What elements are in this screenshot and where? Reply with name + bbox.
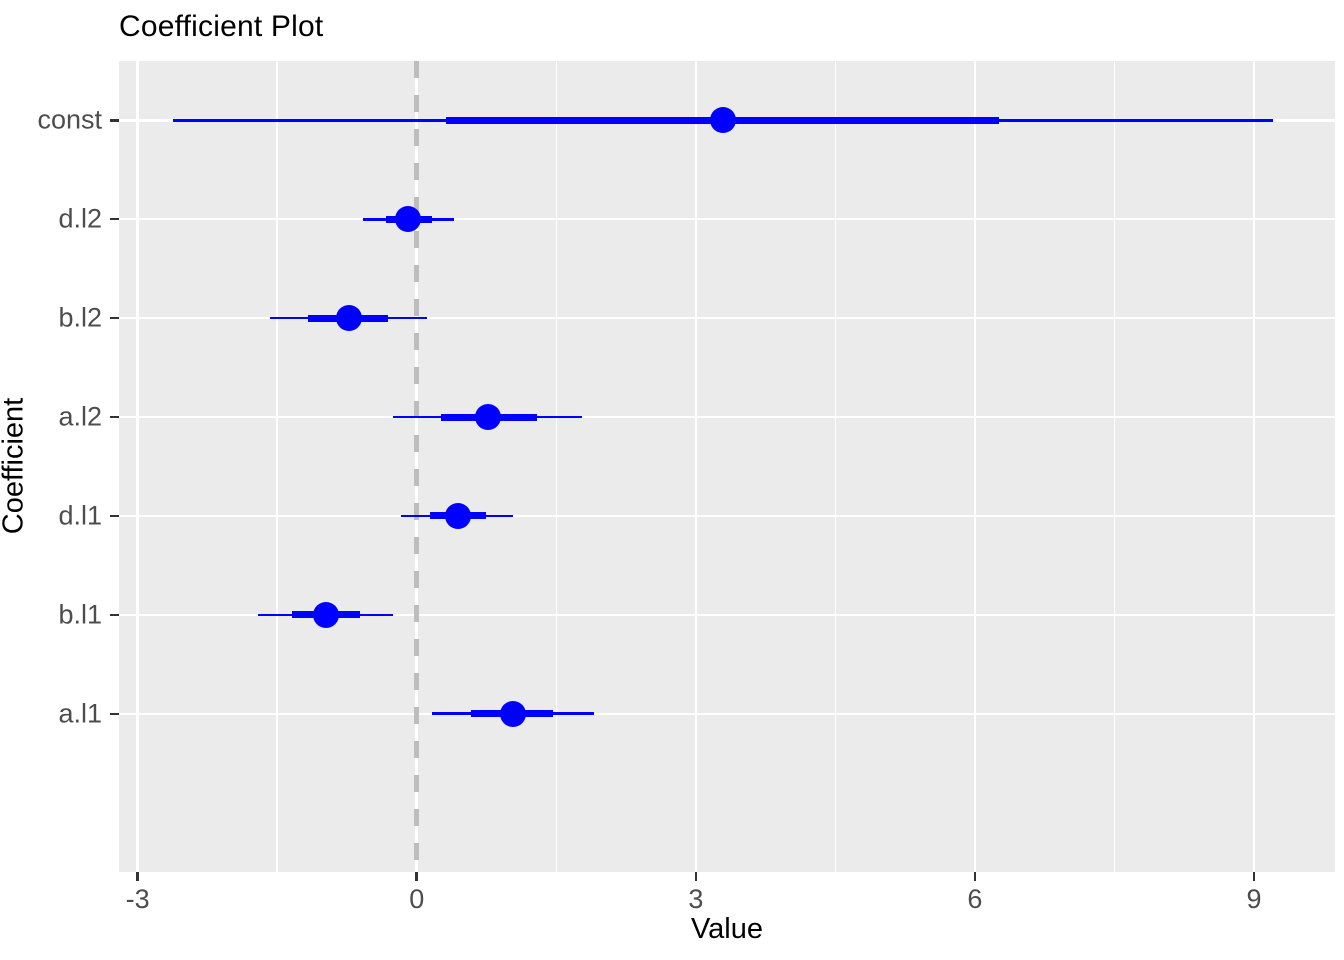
gridline-major-vertical — [973, 61, 977, 872]
x-tick-mark — [973, 872, 977, 881]
y-tick-label: b.l2 — [58, 302, 102, 333]
y-tick-mark — [110, 613, 119, 617]
x-tick-mark — [136, 872, 139, 881]
gridline-major-horizontal — [119, 514, 1335, 518]
plot-panel — [119, 61, 1335, 872]
y-tick-mark — [110, 415, 119, 419]
x-tick-mark — [694, 872, 698, 881]
gridline-minor-vertical — [555, 61, 557, 872]
x-tick-label: 3 — [688, 884, 704, 914]
y-tick-mark — [110, 119, 119, 122]
plot-title: Coefficient Plot — [119, 10, 324, 43]
y-tick-label: a.l1 — [58, 698, 102, 729]
y-tick-label: d.l2 — [58, 203, 102, 234]
y-axis-title: Coefficient — [0, 397, 30, 535]
estimate-point — [313, 601, 340, 628]
y-tick-mark — [110, 712, 119, 715]
estimate-point — [499, 700, 526, 727]
gridline-major-horizontal — [119, 217, 1335, 221]
estimate-point — [475, 404, 502, 431]
gridline-minor-vertical — [834, 61, 837, 872]
gridline-major-vertical — [694, 61, 698, 872]
estimate-point — [444, 502, 471, 529]
gridline-major-horizontal — [119, 613, 1335, 617]
estimate-point — [395, 206, 422, 233]
gridline-major-horizontal — [119, 415, 1335, 419]
y-tick-label: a.l2 — [58, 401, 102, 432]
x-axis-title: Value — [690, 913, 764, 945]
y-tick-label: b.l1 — [58, 599, 102, 630]
x-tick-label: 6 — [967, 884, 983, 914]
y-tick-mark — [110, 217, 119, 221]
gridline-major-vertical — [136, 61, 139, 872]
x-tick-label: 0 — [409, 884, 425, 914]
x-tick-label: 9 — [1246, 884, 1262, 914]
y-tick-mark — [110, 316, 119, 320]
y-tick-label: const — [37, 104, 102, 135]
zero-reference-line — [414, 61, 420, 872]
y-tick-label: d.l1 — [58, 500, 102, 531]
gridline-minor-vertical — [1113, 61, 1116, 872]
y-tick-mark — [110, 514, 119, 518]
x-tick-mark — [1252, 872, 1256, 881]
x-tick-label: -3 — [125, 884, 150, 914]
x-tick-mark — [415, 872, 418, 881]
gridline-major-horizontal — [119, 712, 1335, 715]
estimate-point — [335, 305, 362, 332]
gridline-major-vertical — [1252, 61, 1256, 872]
gridline-major-horizontal — [119, 316, 1335, 320]
gridline-minor-vertical — [276, 61, 278, 872]
estimate-point — [709, 107, 736, 134]
